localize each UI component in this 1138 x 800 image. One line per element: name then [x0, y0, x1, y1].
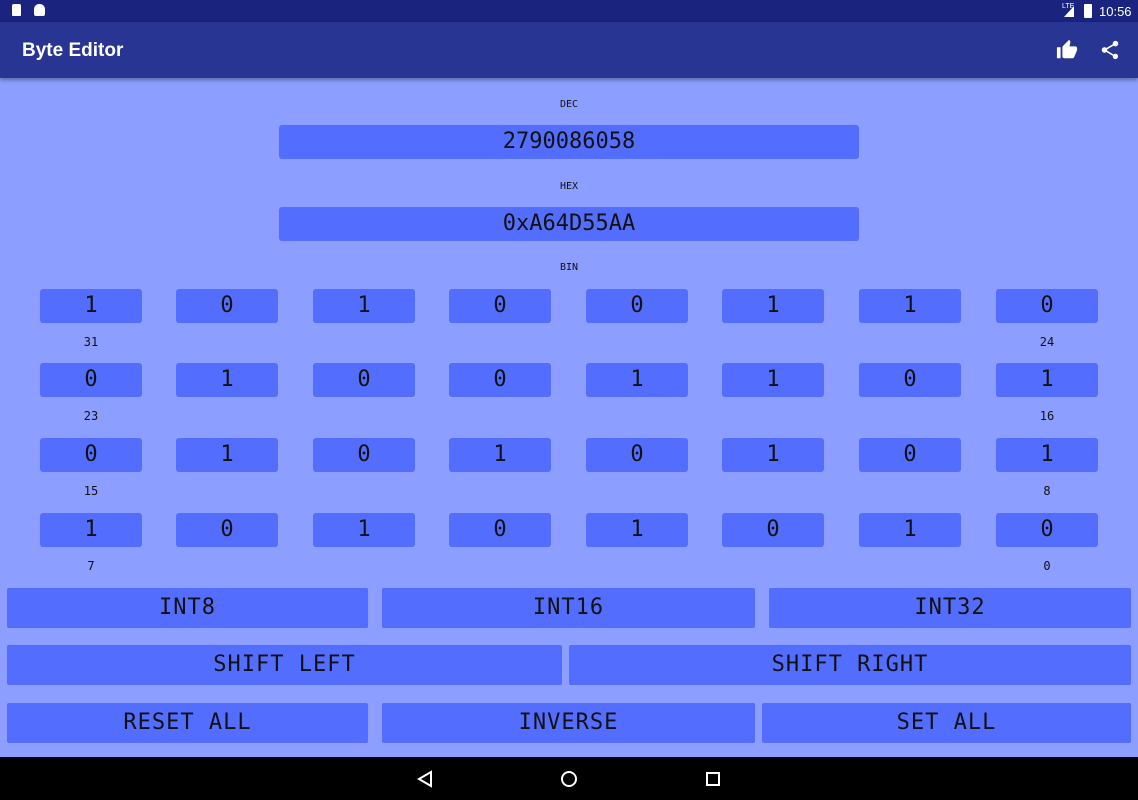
bit-toggle-5[interactable]: 1 [313, 513, 415, 547]
app-bar: Byte Editor [0, 22, 1138, 78]
recents-icon[interactable] [705, 771, 721, 787]
signal-icon [1064, 6, 1074, 17]
bit-toggle-6[interactable]: 0 [176, 513, 278, 547]
int8-button[interactable]: INT8 [7, 588, 368, 628]
bit-toggle-16[interactable]: 1 [996, 363, 1098, 397]
status-bar: LTE 10:56 [0, 0, 1138, 22]
android-icon [34, 4, 45, 16]
hex-label: HEX [559, 181, 579, 192]
int32-button[interactable]: INT32 [769, 588, 1131, 628]
bit-index-label: 16 [1039, 409, 1055, 423]
thumbs-up-icon[interactable] [1056, 39, 1078, 61]
bit-toggle-10[interactable]: 1 [722, 438, 824, 472]
bit-index-label: 31 [83, 335, 99, 349]
bit-toggle-31[interactable]: 1 [40, 289, 142, 323]
set-all-button[interactable]: SET ALL [762, 703, 1131, 743]
bit-toggle-1[interactable]: 1 [859, 513, 961, 547]
bit-toggle-14[interactable]: 1 [176, 438, 278, 472]
battery-icon [1084, 4, 1092, 18]
bit-toggle-13[interactable]: 0 [313, 438, 415, 472]
bit-toggle-18[interactable]: 1 [722, 363, 824, 397]
home-icon[interactable] [560, 770, 578, 788]
hex-field[interactable]: 0xA64D55AA [279, 207, 859, 241]
bit-toggle-24[interactable]: 0 [996, 289, 1098, 323]
bit-toggle-19[interactable]: 1 [586, 363, 688, 397]
bit-toggle-0[interactable]: 0 [996, 513, 1098, 547]
reset-all-button[interactable]: RESET ALL [7, 703, 368, 743]
share-icon[interactable] [1099, 39, 1121, 61]
bit-index-label: 15 [83, 484, 99, 498]
app-title: Byte Editor [22, 40, 124, 61]
bit-toggle-15[interactable]: 0 [40, 438, 142, 472]
bit-toggle-22[interactable]: 1 [176, 363, 278, 397]
bit-toggle-11[interactable]: 0 [586, 438, 688, 472]
bin-label: BIN [559, 262, 579, 273]
navigation-bar [0, 757, 1138, 800]
bit-toggle-26[interactable]: 1 [722, 289, 824, 323]
bit-toggle-9[interactable]: 0 [859, 438, 961, 472]
bit-toggle-12[interactable]: 1 [449, 438, 551, 472]
bit-toggle-21[interactable]: 0 [313, 363, 415, 397]
bit-toggle-23[interactable]: 0 [40, 363, 142, 397]
inverse-button[interactable]: INVERSE [382, 703, 755, 743]
bit-toggle-17[interactable]: 0 [859, 363, 961, 397]
bit-index-label: 7 [87, 559, 95, 573]
bit-toggle-29[interactable]: 1 [313, 289, 415, 323]
dec-label: DEC [559, 99, 579, 110]
back-icon[interactable] [416, 770, 434, 788]
shift-right-button[interactable]: SHIFT RIGHT [569, 645, 1131, 685]
clock: 10:56 [1099, 4, 1132, 19]
bit-toggle-27[interactable]: 0 [586, 289, 688, 323]
dec-field[interactable]: 2790086058 [279, 125, 859, 159]
bit-toggle-2[interactable]: 0 [722, 513, 824, 547]
bit-toggle-4[interactable]: 0 [449, 513, 551, 547]
bit-index-label: 24 [1039, 335, 1055, 349]
bit-toggle-20[interactable]: 0 [449, 363, 551, 397]
int16-button[interactable]: INT16 [382, 588, 755, 628]
bit-toggle-3[interactable]: 1 [586, 513, 688, 547]
bit-toggle-7[interactable]: 1 [40, 513, 142, 547]
bit-toggle-28[interactable]: 0 [449, 289, 551, 323]
bit-toggle-8[interactable]: 1 [996, 438, 1098, 472]
bit-index-label: 8 [1043, 484, 1051, 498]
bit-index-label: 0 [1043, 559, 1051, 573]
shift-left-button[interactable]: SHIFT LEFT [7, 645, 562, 685]
sd-card-icon [12, 4, 21, 16]
bit-index-label: 23 [83, 409, 99, 423]
bit-toggle-25[interactable]: 1 [859, 289, 961, 323]
bit-toggle-30[interactable]: 0 [176, 289, 278, 323]
